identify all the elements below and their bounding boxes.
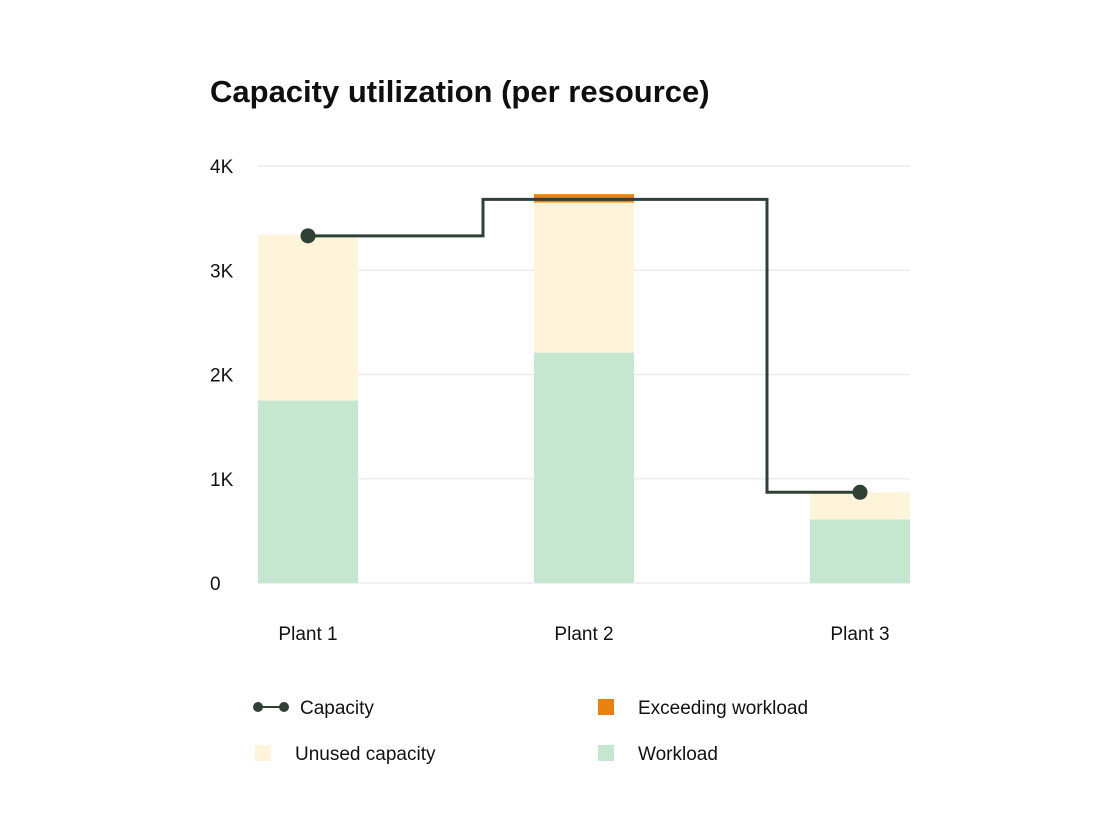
capacity-point bbox=[300, 228, 316, 244]
y-tick-label: 2K bbox=[210, 366, 234, 387]
legend-item-exceeding-workload: Exceeding workload bbox=[598, 698, 808, 719]
x-category-label: Plant 3 bbox=[830, 624, 889, 645]
capacity-line bbox=[308, 197, 860, 494]
bar-unused-capacity bbox=[258, 234, 358, 401]
legend-item-unused-capacity: Unused capacity bbox=[255, 744, 436, 765]
legend: Capacity Exceeding workload Unused capacit… bbox=[253, 698, 808, 765]
legend-dot-icon bbox=[279, 702, 289, 712]
legend-item-workload: Workload bbox=[598, 744, 718, 765]
legend-swatch-icon bbox=[255, 745, 271, 761]
legend-label: Unused capacity bbox=[295, 744, 436, 765]
legend-item-capacity: Capacity bbox=[253, 698, 374, 719]
y-tick-label: 0 bbox=[210, 574, 221, 595]
x-category-label: Plant 2 bbox=[554, 624, 613, 645]
capacity-line-layer bbox=[300, 197, 868, 500]
legend-swatch-icon bbox=[598, 699, 614, 715]
bar-workload bbox=[258, 400, 358, 583]
y-tick-label: 4K bbox=[210, 157, 234, 178]
legend-label: Workload bbox=[638, 744, 718, 765]
legend-label: Exceeding workload bbox=[638, 698, 808, 719]
legend-swatch-icon bbox=[598, 745, 614, 761]
x-axis-categories: Plant 1 Plant 2 Plant 3 bbox=[278, 624, 889, 645]
bar-workload bbox=[810, 519, 910, 583]
y-tick-label: 3K bbox=[210, 261, 234, 282]
y-tick-label: 1K bbox=[210, 470, 234, 491]
bars bbox=[258, 194, 910, 583]
bar-workload bbox=[534, 352, 634, 583]
y-axis-ticks: 0 1K 2K 3K 4K bbox=[210, 157, 234, 595]
x-category-label: Plant 1 bbox=[278, 624, 337, 645]
capacity-point bbox=[852, 484, 868, 500]
bar-unused-capacity bbox=[534, 202, 634, 353]
legend-dot-icon bbox=[253, 702, 263, 712]
chart-title: Capacity utilization (per resource) bbox=[210, 74, 710, 109]
legend-label: Capacity bbox=[300, 698, 374, 719]
